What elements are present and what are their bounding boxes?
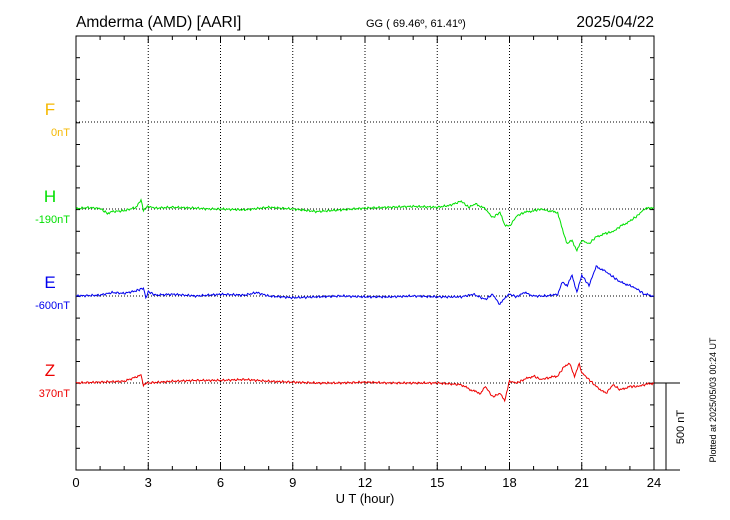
station-title: Amderma (AMD) [AARI]: [76, 14, 241, 31]
series-labels: F 0nT H -190nT E -600nT Z 370nT: [35, 100, 70, 400]
series-h-name: H: [44, 187, 56, 206]
grid-lines: [76, 36, 654, 470]
x-tick-label: 6: [217, 475, 224, 490]
series-f-name: F: [45, 100, 55, 119]
x-tick-label: 0: [72, 475, 79, 490]
coordinates-label: GG ( 69.46º, 61.41º): [366, 18, 466, 30]
date-label: 2025/04/22: [576, 14, 654, 31]
x-tick-label: 3: [145, 475, 152, 490]
scale-bar: 500 nT: [654, 382, 687, 471]
series-f-baseline-label: 0nT: [51, 127, 70, 139]
plotted-timestamp: Plotted at 2025/05/03 00:24 UT: [708, 337, 718, 463]
series-z-baseline-label: 370nT: [39, 388, 70, 400]
scale-bar-label: 500 nT: [675, 410, 687, 445]
series-z-line: [75, 362, 654, 403]
x-axis-ticks: 0 3 6 9 12 15 18 21 24: [72, 36, 661, 490]
x-tick-label: 18: [502, 475, 516, 490]
series-e-name: E: [44, 273, 55, 292]
series-h-line: [75, 198, 655, 253]
series-z-name: Z: [45, 361, 55, 380]
x-tick-label: 12: [358, 475, 372, 490]
x-axis-label: U T (hour): [336, 491, 395, 506]
series-e-line: [75, 265, 655, 305]
series-e-baseline-label: -600nT: [35, 300, 70, 312]
x-tick-label: 24: [647, 475, 661, 490]
x-tick-label: 21: [575, 475, 589, 490]
series-layer: [75, 198, 655, 403]
series-h-baseline-label: -190nT: [35, 214, 70, 226]
x-tick-label: 15: [430, 475, 444, 490]
x-tick-label: 9: [289, 475, 296, 490]
